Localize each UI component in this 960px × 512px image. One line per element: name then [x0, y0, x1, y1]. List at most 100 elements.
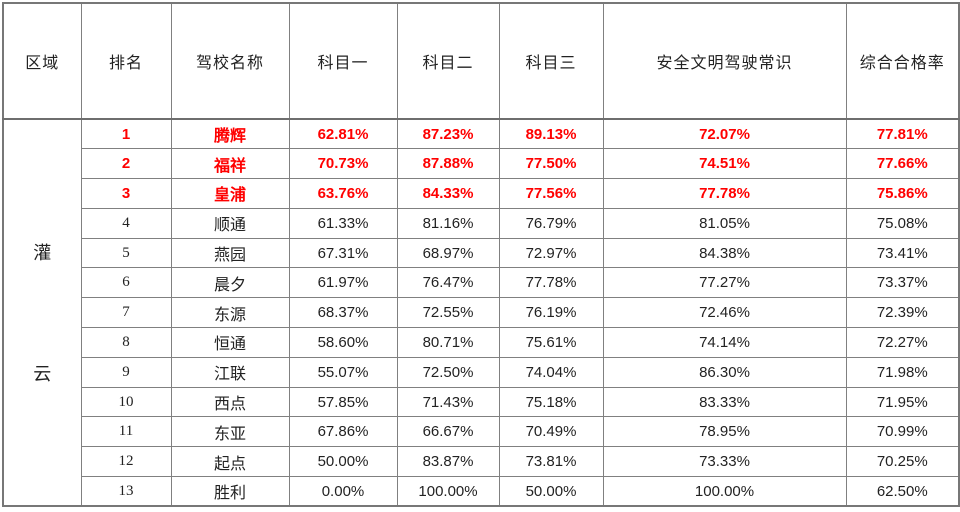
school-name-cell: 东亚 — [170, 416, 290, 448]
table-row: 6 晨夕 61.97% 76.47% 77.78% 77.27% 73.37% — [3, 267, 960, 299]
header-safety: 安全文明驾驶常识 — [602, 2, 847, 120]
subject3-rate-cell: 76.79% — [498, 207, 604, 239]
table-row: 11 东亚 67.86% 66.67% 70.49% 78.95% 70.99% — [3, 416, 960, 448]
rank-cell: 6 — [80, 267, 172, 299]
school-name-cell: 燕园 — [170, 237, 290, 269]
rank-cell: 11 — [80, 416, 172, 448]
subject2-rate-cell: 87.23% — [396, 118, 500, 150]
subject2-rate-cell: 83.87% — [396, 446, 500, 478]
subject2-rate-cell: 71.43% — [396, 386, 500, 418]
school-name-cell: 恒通 — [170, 327, 290, 358]
school-name-cell: 西点 — [170, 386, 290, 418]
region-vertical-label: 灌云 — [4, 120, 80, 505]
safety-rate-cell: 100.00% — [602, 476, 847, 507]
table-row: 5 燕园 67.31% 68.97% 72.97% 84.38% 73.41% — [3, 237, 960, 269]
subject3-rate-cell: 72.97% — [498, 237, 604, 269]
safety-rate-cell: 81.05% — [602, 207, 847, 239]
subject1-rate-cell: 61.33% — [288, 207, 398, 239]
subject2-rate-cell: 87.88% — [396, 148, 500, 180]
school-name-cell: 晨夕 — [170, 267, 290, 299]
safety-rate-cell: 74.14% — [602, 327, 847, 358]
school-name-cell: 起点 — [170, 446, 290, 478]
school-name-cell: 顺通 — [170, 207, 290, 239]
safety-rate-cell: 73.33% — [602, 446, 847, 478]
subject1-rate-cell: 67.31% — [288, 237, 398, 269]
subject1-rate-cell: 55.07% — [288, 356, 398, 388]
subject3-rate-cell: 70.49% — [498, 416, 604, 448]
school-name-cell: 东源 — [170, 297, 290, 329]
safety-rate-cell: 72.46% — [602, 297, 847, 329]
subject2-rate-cell: 72.55% — [396, 297, 500, 329]
rank-cell: 3 — [80, 178, 172, 209]
rank-cell: 4 — [80, 207, 172, 239]
region-cell: 灌云 — [2, 118, 82, 507]
header-rank: 排名 — [80, 2, 172, 120]
subject2-rate-cell: 68.97% — [396, 237, 500, 269]
header-subject1: 科目一 — [288, 2, 398, 120]
table-header: 区域 排名 驾校名称 科目一 科目二 科目三 安全文明驾驶常识 综合合格率 — [2, 2, 960, 120]
safety-rate-cell: 86.30% — [602, 356, 847, 388]
overall-rate-cell: 77.81% — [845, 118, 960, 150]
subject2-rate-cell: 100.00% — [396, 476, 500, 507]
school-name-cell: 福祥 — [170, 148, 290, 180]
subject1-rate-cell: 67.86% — [288, 416, 398, 448]
subject3-rate-cell: 73.81% — [498, 446, 604, 478]
subject1-rate-cell: 58.60% — [288, 327, 398, 358]
table-row: 2 福祥 70.73% 87.88% 77.50% 74.51% 77.66% — [3, 148, 960, 180]
table-row: 10 西点 57.85% 71.43% 75.18% 83.33% 71.95% — [3, 386, 960, 418]
table-row: 9 江联 55.07% 72.50% 74.04% 86.30% 71.98% — [3, 356, 960, 388]
overall-rate-cell: 71.98% — [845, 356, 960, 388]
subject2-rate-cell: 72.50% — [396, 356, 500, 388]
rank-cell: 9 — [80, 356, 172, 388]
subject3-rate-cell: 50.00% — [498, 476, 604, 507]
safety-rate-cell: 83.33% — [602, 386, 847, 418]
subject1-rate-cell: 70.73% — [288, 148, 398, 180]
school-name-cell: 江联 — [170, 356, 290, 388]
overall-rate-cell: 70.99% — [845, 416, 960, 448]
table-row: 13 胜利 0.00% 100.00% 50.00% 100.00% 62.50… — [3, 476, 960, 507]
header-region: 区域 — [2, 2, 82, 120]
rank-cell: 5 — [80, 237, 172, 269]
subject3-rate-cell: 74.04% — [498, 356, 604, 388]
subject2-rate-cell: 66.67% — [396, 416, 500, 448]
table-body: 灌云 1 腾辉 62.81% 87.23% 89.13% 72.07% 77.8… — [2, 118, 960, 507]
rank-cell: 2 — [80, 148, 172, 180]
overall-rate-cell: 70.25% — [845, 446, 960, 478]
school-name-cell: 腾辉 — [170, 118, 290, 150]
header-subject3: 科目三 — [498, 2, 604, 120]
overall-rate-cell: 62.50% — [845, 476, 960, 507]
overall-rate-cell: 71.95% — [845, 386, 960, 418]
safety-rate-cell: 74.51% — [602, 148, 847, 180]
rank-cell: 8 — [80, 327, 172, 358]
table-row: 7 东源 68.37% 72.55% 76.19% 72.46% 72.39% — [3, 297, 960, 329]
subject2-rate-cell: 81.16% — [396, 207, 500, 239]
overall-rate-cell: 72.39% — [845, 297, 960, 329]
rank-cell: 10 — [80, 386, 172, 418]
header-school: 驾校名称 — [170, 2, 290, 120]
table-row: 灌云 1 腾辉 62.81% 87.23% 89.13% 72.07% 77.8… — [2, 118, 960, 507]
subject3-rate-cell: 89.13% — [498, 118, 604, 150]
subject3-rate-cell: 77.78% — [498, 267, 604, 299]
rank-cell: 1 — [80, 118, 172, 150]
region-char: 灌 — [33, 243, 52, 264]
table-row: 3 皇浦 63.76% 84.33% 77.56% 77.78% 75.86% — [3, 178, 960, 209]
overall-rate-cell: 77.66% — [845, 148, 960, 180]
rank-cell: 7 — [80, 297, 172, 329]
subject2-rate-cell: 80.71% — [396, 327, 500, 358]
subject3-rate-cell: 75.18% — [498, 386, 604, 418]
subject1-rate-cell: 50.00% — [288, 446, 398, 478]
subject1-rate-cell: 0.00% — [288, 476, 398, 507]
subject1-rate-cell: 68.37% — [288, 297, 398, 329]
overall-rate-cell: 72.27% — [845, 327, 960, 358]
school-name-cell: 皇浦 — [170, 178, 290, 209]
subject2-rate-cell: 84.33% — [396, 178, 500, 209]
subject1-rate-cell: 57.85% — [288, 386, 398, 418]
safety-rate-cell: 77.27% — [602, 267, 847, 299]
table-row: 4 顺通 61.33% 81.16% 76.79% 81.05% 75.08% — [3, 207, 960, 239]
table-row: 8 恒通 58.60% 80.71% 75.61% 74.14% 72.27% — [3, 327, 960, 358]
overall-rate-cell: 73.41% — [845, 237, 960, 269]
subject1-rate-cell: 63.76% — [288, 178, 398, 209]
subject3-rate-cell: 77.50% — [498, 148, 604, 180]
